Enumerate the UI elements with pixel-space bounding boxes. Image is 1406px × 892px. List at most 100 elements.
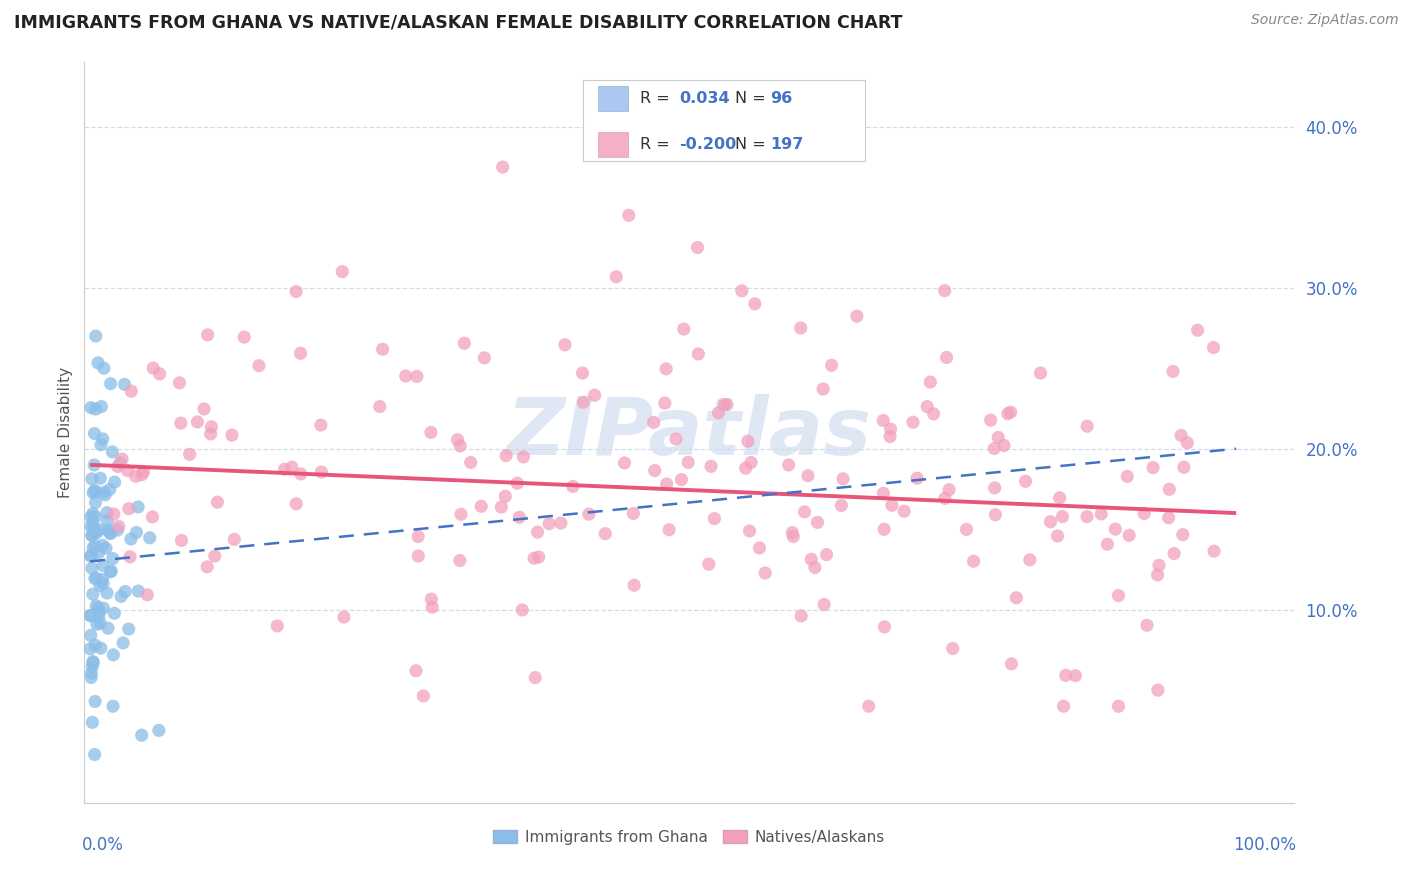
Point	[778, 458, 800, 472]
Y-axis label: Female Disability: Female Disability	[58, 367, 73, 499]
Point	[285, 285, 308, 299]
Point	[83, 426, 105, 441]
Point	[1171, 527, 1194, 541]
Point	[96, 514, 118, 528]
Point	[97, 621, 120, 635]
Point	[782, 525, 804, 540]
Point	[118, 549, 141, 564]
Point	[290, 346, 312, 360]
Point	[420, 600, 443, 615]
Point	[290, 467, 312, 481]
Point	[200, 426, 222, 441]
Point	[330, 265, 353, 279]
Point	[91, 576, 114, 591]
Point	[905, 471, 928, 485]
Point	[495, 449, 517, 463]
Point	[179, 447, 201, 461]
Point	[934, 491, 956, 506]
Point	[136, 588, 159, 602]
Point	[446, 433, 468, 447]
Point	[1000, 657, 1022, 671]
Point	[125, 525, 148, 540]
Point	[873, 620, 896, 634]
Text: Source: ZipAtlas.com: Source: ZipAtlas.com	[1251, 13, 1399, 28]
Point	[80, 519, 103, 533]
Point	[197, 327, 219, 342]
Point	[285, 497, 308, 511]
Point	[82, 587, 104, 601]
Point	[82, 541, 104, 555]
Point	[830, 499, 852, 513]
Point	[893, 504, 915, 518]
Point	[170, 416, 193, 430]
Point	[84, 509, 107, 524]
Point	[538, 516, 561, 531]
Point	[120, 532, 142, 546]
Point	[91, 538, 114, 552]
Point	[980, 413, 1002, 427]
Point	[82, 521, 104, 535]
Point	[983, 481, 1005, 495]
Point	[101, 445, 124, 459]
Point	[920, 375, 942, 389]
Point	[613, 456, 636, 470]
Point	[993, 438, 1015, 452]
Point	[873, 522, 896, 536]
Point	[1076, 509, 1098, 524]
Point	[1049, 491, 1071, 505]
Point	[1076, 419, 1098, 434]
Point	[845, 310, 868, 324]
Point	[922, 407, 945, 421]
Point	[281, 460, 304, 475]
Point	[98, 483, 121, 497]
Point	[1170, 428, 1192, 442]
Point	[790, 608, 813, 623]
Text: N =: N =	[735, 137, 772, 152]
Point	[744, 297, 766, 311]
Point	[83, 747, 105, 762]
Point	[207, 495, 229, 509]
Point	[419, 425, 441, 440]
Point	[984, 508, 1007, 522]
Point	[117, 464, 139, 478]
Point	[1052, 509, 1074, 524]
Point	[368, 400, 391, 414]
Point	[127, 500, 149, 514]
Point	[901, 415, 924, 429]
Point	[100, 526, 122, 541]
Point	[1142, 460, 1164, 475]
Point	[80, 628, 103, 642]
Point	[80, 561, 103, 575]
Point	[80, 509, 103, 524]
Text: 197: 197	[770, 137, 804, 152]
Point	[142, 361, 165, 376]
Point	[91, 558, 114, 573]
Point	[98, 565, 121, 579]
Point	[672, 322, 695, 336]
Point	[879, 429, 901, 443]
Point	[82, 529, 104, 543]
Point	[309, 417, 332, 432]
Point	[83, 458, 105, 472]
Point	[100, 525, 122, 540]
Point	[1005, 591, 1028, 605]
Point	[997, 407, 1019, 421]
Point	[112, 636, 135, 650]
Point	[125, 469, 148, 483]
Point	[734, 461, 756, 475]
Point	[412, 689, 434, 703]
Point	[89, 604, 111, 618]
Point	[84, 571, 107, 585]
Point	[754, 566, 776, 580]
Point	[1163, 547, 1185, 561]
Point	[266, 619, 288, 633]
Point	[1204, 544, 1226, 558]
Point	[935, 351, 957, 365]
Point	[1090, 507, 1112, 521]
Point	[942, 641, 965, 656]
Point	[804, 560, 827, 574]
Point	[82, 655, 104, 669]
Point	[1046, 529, 1069, 543]
Text: 0.0%: 0.0%	[82, 836, 124, 855]
Point	[100, 376, 122, 391]
